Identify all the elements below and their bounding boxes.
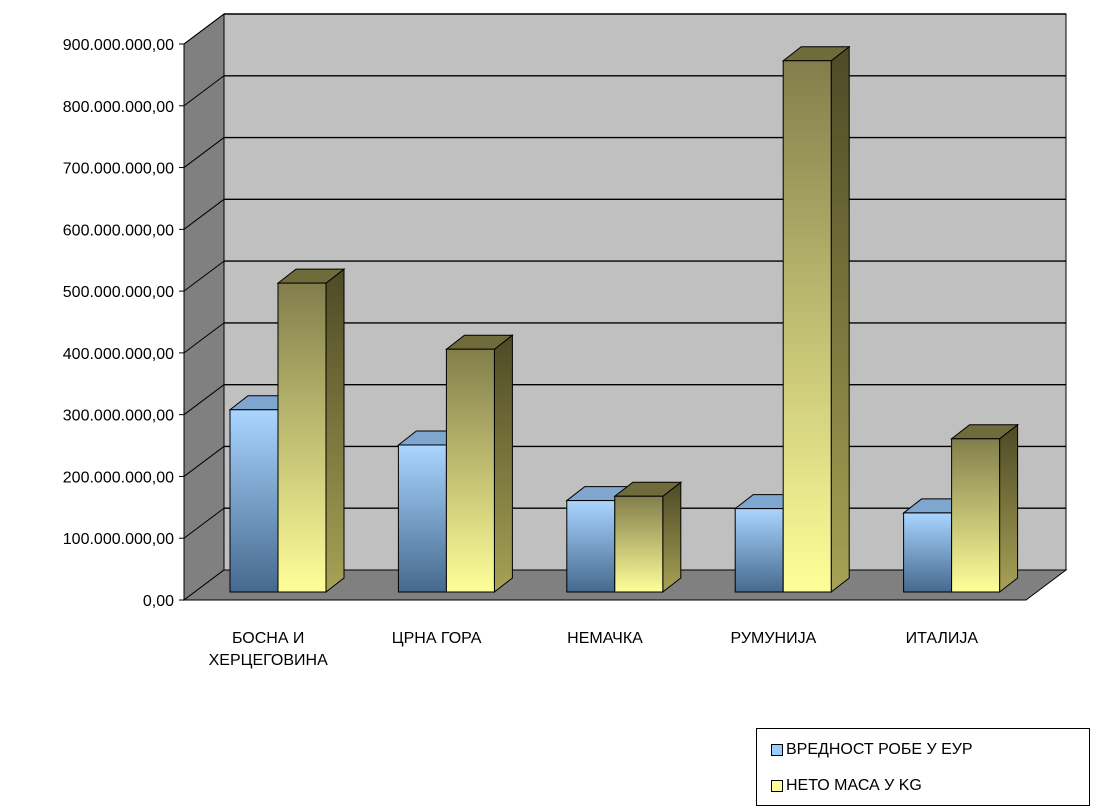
gridline-side xyxy=(183,137,225,168)
bar-side xyxy=(662,481,682,594)
bar-front xyxy=(397,444,447,593)
gridline-side xyxy=(183,322,225,354)
bar-front xyxy=(614,495,664,593)
legend-item: НЕТО МАСА У KG xyxy=(771,774,922,798)
gridline-side xyxy=(183,198,225,230)
gridline-side xyxy=(183,260,225,292)
x-category-label-line: НЕМАЧКА xyxy=(567,630,643,647)
bar xyxy=(781,45,851,594)
bar-front xyxy=(277,282,327,593)
y-tick-label: 200.000.000,00 xyxy=(63,469,174,486)
gridlines xyxy=(183,13,1066,539)
legend-swatch-blue xyxy=(771,744,783,756)
bar-front xyxy=(903,512,953,593)
x-category-label: РУМУНИЈА xyxy=(731,630,817,647)
bar-front xyxy=(445,348,495,593)
y-tick-label: 0,00 xyxy=(143,593,174,610)
y-tick-label: 500.000.000,00 xyxy=(63,284,174,301)
x-category-label: НЕМАЧКА xyxy=(567,630,643,647)
x-category-label: ЦРНА ГОРА xyxy=(392,630,482,647)
legend-label: НЕТО МАСА У KG xyxy=(786,777,922,794)
bar-front xyxy=(734,508,784,593)
bar-side xyxy=(830,45,850,594)
x-category-label-line: ЦРНА ГОРА xyxy=(392,630,482,647)
y-tick-label: 300.000.000,00 xyxy=(63,408,174,425)
y-tick-label: 900.000.000,00 xyxy=(63,37,174,54)
x-category-label: ИТАЛИЈА xyxy=(906,630,979,647)
bar-side xyxy=(493,334,513,594)
bar-side xyxy=(999,423,1019,594)
bar-front xyxy=(782,60,832,593)
x-category-label-line: РУМУНИЈА xyxy=(731,630,817,647)
y-tick-label: 600.000.000,00 xyxy=(63,222,174,239)
bar xyxy=(613,481,683,594)
x-category-label: БОСНА И ХЕРЦЕГОВИНА xyxy=(209,630,328,669)
legend-item: ВРЕДНОСТ РОБЕ У ЕУР xyxy=(771,738,973,762)
bar xyxy=(276,268,346,594)
bars xyxy=(228,45,1020,594)
bar xyxy=(444,334,514,594)
legend-swatch-yellow xyxy=(771,780,783,792)
bar-front xyxy=(229,409,279,593)
gridline-side xyxy=(183,384,225,416)
bar xyxy=(950,423,1020,594)
x-category-label-line: БОСНА И xyxy=(232,630,305,647)
bar-side xyxy=(325,268,345,594)
bar-front xyxy=(566,500,616,593)
gridline-side xyxy=(183,507,225,539)
legend-label: ВРЕДНОСТ РОБЕ У ЕУР xyxy=(786,741,973,758)
y-tick-label: 800.000.000,00 xyxy=(63,99,174,116)
x-category-label-line: ИТАЛИЈА xyxy=(906,630,979,647)
x-axis-labels: БОСНА И ХЕРЦЕГОВИНА ЦРНА ГОРА НЕМАЧКА РУМУНИ… xyxy=(209,630,979,669)
y-axis: 0,00 100.000.000,00 200.000.000,00 300.000.… xyxy=(63,37,185,610)
legend: ВРЕДНОСТ РОБЕ У ЕУР НЕТО МАСА У KG xyxy=(756,728,1090,806)
y-tick-label: 400.000.000,00 xyxy=(63,346,174,363)
x-category-label-line: ХЕРЦЕГОВИНА xyxy=(209,652,328,669)
y-tick-label: 700.000.000,00 xyxy=(63,161,174,178)
y-tick-label: 100.000.000,00 xyxy=(63,531,174,548)
bar-front xyxy=(951,438,1001,593)
gridline-side xyxy=(183,446,225,477)
gridline-side xyxy=(183,75,225,107)
gridline-side xyxy=(183,13,225,45)
